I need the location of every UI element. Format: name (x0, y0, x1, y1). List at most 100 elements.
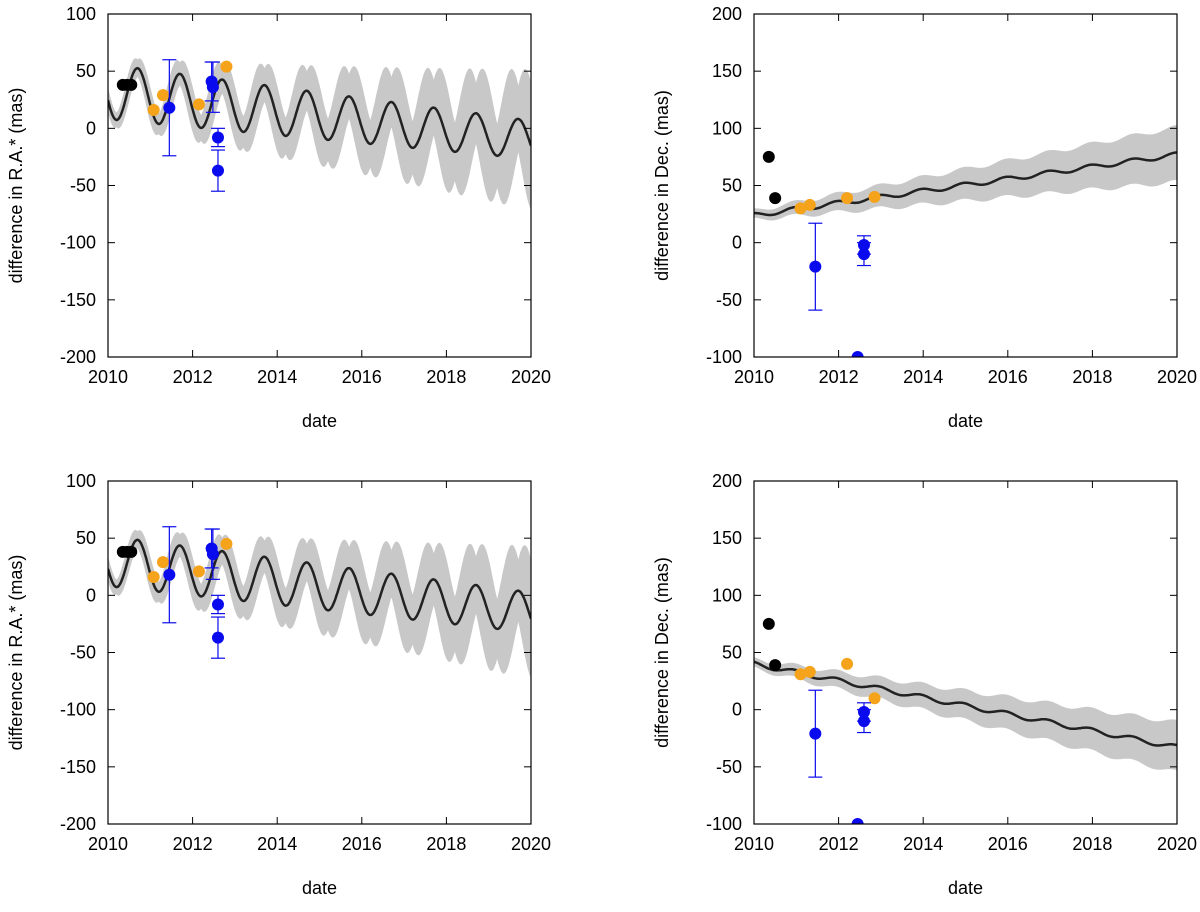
y-tick-label: 100 (712, 585, 742, 605)
panel-bottom-left: 2010 2012 2014 2016 2018 2020 -200 -150 -100 -50 0… (6, 471, 551, 898)
plot-frame (753, 480, 1178, 825)
x-tick-label: 2018 (426, 367, 466, 387)
y-axis-label: difference in R.A.* (mas) (6, 88, 26, 284)
x-tick-label: 2016 (342, 834, 382, 854)
orange-point (868, 190, 881, 203)
y-tick-label: 50 (76, 528, 96, 548)
y-tick-label: -50 (70, 176, 96, 196)
x-tick-label: 2016 (988, 367, 1028, 387)
orange-point (192, 565, 205, 578)
orange-point (192, 98, 205, 111)
orange-point (220, 537, 233, 550)
y-tick-label: -50 (716, 290, 742, 310)
black-point (762, 150, 775, 163)
y-tick-label: -150 (60, 757, 96, 777)
x-tick-label: 2018 (426, 834, 466, 854)
black-point (125, 78, 138, 91)
black-point (769, 659, 782, 672)
x-tick-label: 2010 (88, 367, 128, 387)
blue-point (163, 568, 176, 581)
blue-point (206, 548, 219, 561)
blue-point (809, 727, 822, 740)
y-tick-label: 0 (86, 118, 96, 138)
uncertainty-band (108, 529, 531, 679)
plot-frame (107, 13, 532, 358)
x-tick-label: 2012 (173, 367, 213, 387)
y-tick-label: -200 (60, 347, 96, 367)
x-tick-label: 2020 (511, 834, 551, 854)
model-curve (754, 151, 1177, 217)
y-tick-label: -100 (60, 233, 96, 253)
x-tick-label: 2010 (734, 834, 774, 854)
x-tick-label: 2014 (257, 834, 297, 854)
blue-point (211, 598, 224, 611)
y-tick-label: 200 (712, 4, 742, 24)
x-tick-label: 2014 (903, 367, 943, 387)
y-axis-label: difference in Dec. (mas) (652, 90, 672, 281)
y-axis-label: difference in R.A.* (mas) (6, 555, 26, 751)
x-tick-label: 2018 (1072, 367, 1112, 387)
y-tick-label: -200 (60, 814, 96, 834)
black-point (769, 192, 782, 205)
y-tick-label: 200 (712, 471, 742, 491)
y-axis-label: difference in Dec. (mas) (652, 557, 672, 748)
blue-point (857, 715, 870, 728)
x-tick-label: 2010 (88, 834, 128, 854)
orange-point (841, 192, 854, 205)
y-tick-label: -150 (60, 290, 96, 310)
y-tick-label: 0 (86, 585, 96, 605)
blue-point (809, 260, 822, 273)
y-tick-label: 150 (712, 528, 742, 548)
y-tick-label: 50 (76, 61, 96, 81)
orange-point (794, 202, 807, 215)
y-tick-label: 100 (66, 471, 96, 491)
blue-point (211, 631, 224, 644)
panel-bottom-right: 2010 2012 2014 2016 2018 2020 -100 -50 0 50 100 150… (652, 471, 1197, 898)
y-tick-label: -100 (60, 700, 96, 720)
blue-point (206, 81, 219, 94)
orange-point (794, 668, 807, 681)
blue-point (211, 131, 224, 144)
y-tick-label: 50 (722, 176, 742, 196)
orange-point (147, 571, 160, 584)
x-tick-label: 2012 (819, 834, 859, 854)
x-tick-label: 2014 (903, 834, 943, 854)
x-tick-label: 2012 (173, 834, 213, 854)
model-curve (108, 66, 531, 158)
y-tick-label: 100 (712, 118, 742, 138)
y-tick-label: 150 (712, 61, 742, 81)
orange-point (156, 89, 169, 102)
x-tick-label: 2020 (1157, 367, 1197, 387)
orange-point (220, 60, 233, 73)
panel-top-left: 2010 2012 2014 2016 2018 2020 -200 -150 -100 -50 0… (6, 4, 551, 431)
y-tick-label: 50 (722, 643, 742, 663)
y-tick-label: 0 (732, 233, 742, 253)
orange-point (803, 198, 816, 211)
x-tick-label: 2020 (1157, 834, 1197, 854)
plot-frame (107, 480, 532, 825)
blue-point (851, 351, 864, 357)
y-tick-label: -50 (716, 757, 742, 777)
x-tick-label: 2020 (511, 367, 551, 387)
y-tick-label: 0 (732, 700, 742, 720)
black-point (762, 617, 775, 630)
black-point (125, 545, 138, 558)
x-tick-label: 2014 (257, 367, 297, 387)
uncertainty-band (754, 125, 1177, 221)
x-tick-label: 2010 (734, 367, 774, 387)
x-tick-label: 2016 (342, 367, 382, 387)
x-tick-label: 2018 (1072, 834, 1112, 854)
x-axis-label: date (302, 878, 337, 898)
model-curve (108, 538, 531, 631)
x-tick-label: 2012 (819, 367, 859, 387)
uncertainty-band (754, 657, 1177, 771)
y-tick-label: -100 (706, 347, 742, 367)
y-tick-label: -100 (706, 814, 742, 834)
blue-point (163, 101, 176, 114)
orange-point (147, 104, 160, 117)
blue-point (857, 248, 870, 261)
blue-point (851, 818, 864, 824)
orange-point (868, 692, 881, 705)
panel-top-right: 2010 2012 2014 2016 2018 2020 -100 -50 0 50 100 150… (652, 4, 1197, 431)
